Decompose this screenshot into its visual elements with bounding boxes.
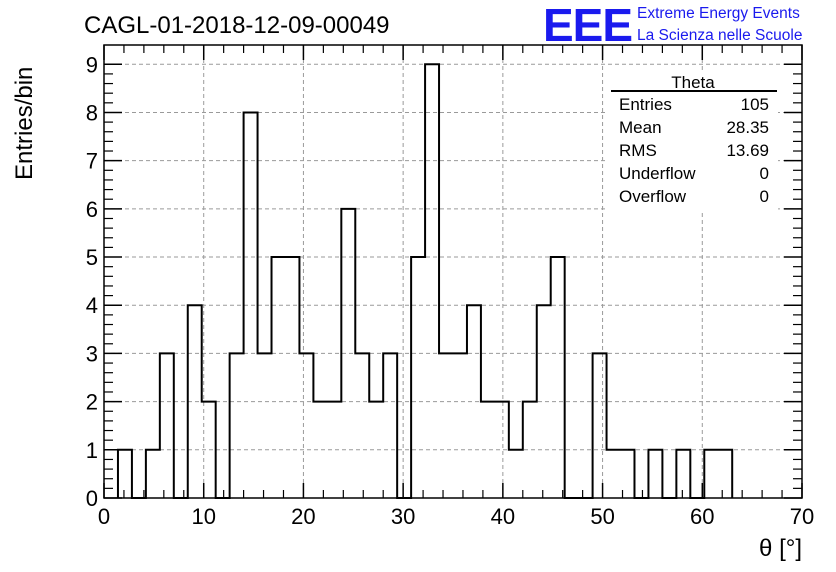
y-tick-label: 2 xyxy=(86,390,98,415)
x-tick-label: 20 xyxy=(291,504,315,529)
stats-value-overflow: 0 xyxy=(760,187,769,206)
stats-value-entries: 105 xyxy=(741,95,769,114)
y-tick-label: 5 xyxy=(86,245,98,270)
histogram-bin xyxy=(439,353,453,498)
stats-label-underflow: Underflow xyxy=(619,164,696,183)
y-tick-label: 3 xyxy=(86,341,98,366)
x-tick-label: 70 xyxy=(790,504,814,529)
histogram-bin xyxy=(118,450,132,498)
stats-label-mean: Mean xyxy=(619,118,662,137)
histogram-bin xyxy=(299,353,313,498)
histogram-bin xyxy=(607,450,621,498)
axis-ticks xyxy=(103,45,803,499)
stats-label-entries: Entries xyxy=(619,95,672,114)
histogram-bin xyxy=(383,353,397,498)
stats-box-title: Theta xyxy=(671,73,715,92)
y-tick-label: 8 xyxy=(86,100,98,125)
y-tick-label: 1 xyxy=(86,438,98,463)
histogram-bin xyxy=(258,353,272,498)
histogram-bin xyxy=(272,257,286,498)
histogram-bin xyxy=(509,450,523,498)
y-tick-label: 9 xyxy=(86,52,98,77)
histogram-bin xyxy=(160,353,174,498)
plot-frame xyxy=(103,44,803,499)
x-tick-label: 40 xyxy=(491,504,515,529)
histogram-bin xyxy=(285,257,299,498)
histogram-bin xyxy=(411,257,425,498)
x-tick-label: 30 xyxy=(391,504,415,529)
histogram-bin xyxy=(453,353,467,498)
eee-logo-line1: Extreme Energy Events xyxy=(637,5,800,22)
histogram-bin xyxy=(704,450,718,498)
stats-value-rms: 13.69 xyxy=(726,141,769,160)
x-tick-label: 10 xyxy=(191,504,215,529)
x-tick-label: 0 xyxy=(98,504,110,529)
histogram-bin xyxy=(230,353,244,498)
histogram-bin xyxy=(648,450,662,498)
eee-logo-line2: La Scienza nelle Scuole xyxy=(637,27,802,44)
stats-value-mean: 28.35 xyxy=(726,118,769,137)
y-tick-label: 6 xyxy=(86,197,98,222)
histogram-outline xyxy=(116,63,734,499)
histogram-bin xyxy=(146,450,160,498)
y-tick-label: 0 xyxy=(86,486,98,511)
histogram-bin xyxy=(593,353,607,498)
stats-box: Theta Entries 105 Mean 28.35 RMS 13.69 U… xyxy=(608,73,778,213)
histogram-bin xyxy=(551,257,565,498)
stats-value-underflow: 0 xyxy=(760,164,769,183)
y-axis-title: Entries/bin xyxy=(11,67,38,180)
histogram-bin xyxy=(355,353,369,498)
x-tick-label: 50 xyxy=(590,504,614,529)
stats-label-overflow: Overflow xyxy=(619,187,687,206)
histogram-bin xyxy=(425,64,439,498)
x-tick-labels: 0 10 20 30 40 50 60 70 xyxy=(98,504,814,529)
y-tick-labels: 0 1 2 3 4 5 6 7 8 9 xyxy=(86,52,98,511)
y-tick-label: 7 xyxy=(86,149,98,174)
eee-logo: EEE xyxy=(543,0,632,51)
stats-label-rms: RMS xyxy=(619,141,657,160)
run-title: CAGL-01-2018-12-09-00049 xyxy=(84,12,390,39)
y-tick-label: 4 xyxy=(86,293,98,318)
histogram-bin xyxy=(718,450,732,498)
x-tick-label: 60 xyxy=(690,504,714,529)
histogram-bin xyxy=(676,450,690,498)
x-axis-title: θ [°] xyxy=(759,535,802,562)
